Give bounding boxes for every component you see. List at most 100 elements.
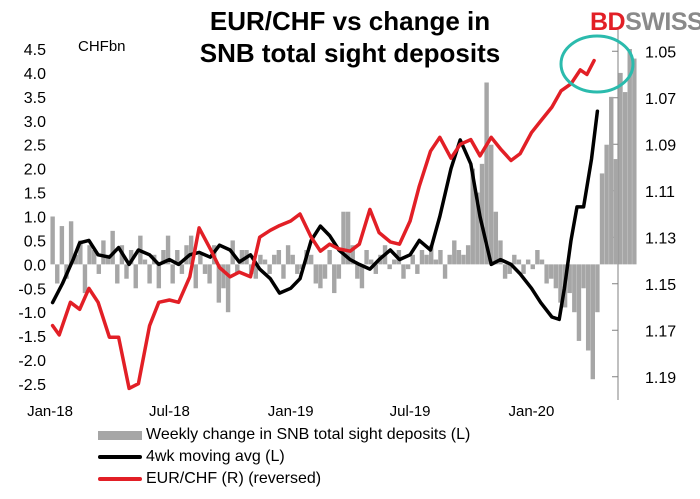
deposit-bar: [207, 264, 212, 284]
deposit-bar: [327, 250, 332, 265]
deposit-bar: [78, 240, 83, 265]
left-tick-label: -1.0: [18, 305, 46, 322]
x-tick-label: Jul-19: [390, 403, 431, 420]
legend-label-eurchf: EUR/CHF (R) (reversed): [146, 470, 322, 487]
deposit-bar: [179, 264, 185, 274]
deposit-bar: [239, 250, 245, 265]
deposit-bar: [489, 144, 494, 265]
deposit-bar: [235, 264, 240, 274]
legend: Weekly change in SNB total sight deposit…: [98, 424, 470, 490]
deposit-bar: [475, 192, 480, 265]
deposit-bar: [572, 264, 577, 313]
eurchf-line: [50, 58, 596, 391]
deposit-bar: [576, 264, 582, 341]
right-tick-label: 1.13: [645, 230, 676, 247]
deposit-bar: [373, 264, 379, 274]
deposit-bar: [415, 264, 420, 274]
deposit-bar: [456, 250, 462, 265]
legend-item-moving-avg: 4wk moving avg (L): [98, 446, 470, 468]
deposit-bar: [188, 235, 194, 265]
legend-swatch-eurchf: [98, 477, 142, 481]
deposit-bar: [50, 216, 55, 265]
deposit-bar: [216, 264, 222, 303]
deposit-bar: [539, 259, 545, 265]
logo-part-bd: BD: [590, 8, 626, 36]
deposit-bars: [50, 49, 637, 380]
deposit-bar: [479, 163, 485, 265]
right-tick-label: 1.09: [645, 137, 676, 154]
deposit-bar: [105, 254, 111, 265]
legend-swatch-moving-avg: [98, 455, 142, 459]
deposit-bar: [225, 264, 231, 313]
deposit-bar: [613, 159, 619, 265]
deposit-bar: [429, 245, 434, 265]
deposit-bar: [170, 264, 175, 284]
left-tick-label: -2.5: [18, 377, 46, 394]
deposit-bar: [322, 264, 328, 279]
deposit-bar: [91, 250, 97, 265]
deposit-bar: [295, 264, 300, 274]
legend-item-bars: Weekly change in SNB total sight deposit…: [98, 424, 470, 446]
right-tick-label: 1.19: [645, 370, 676, 387]
deposit-bar: [521, 264, 526, 274]
deposit-bar: [59, 226, 65, 265]
deposit-bar: [308, 254, 314, 265]
deposit-bar: [318, 264, 323, 289]
right-tick-label: 1.15: [645, 277, 676, 294]
deposit-bar: [493, 211, 499, 265]
deposit-bar: [82, 264, 88, 294]
deposit-bar: [507, 264, 512, 274]
deposit-bar: [410, 254, 415, 265]
deposit-bar: [590, 264, 595, 380]
deposit-bar: [442, 264, 448, 279]
left-tick-label: 4.5: [24, 42, 46, 59]
deposit-bar: [87, 245, 92, 265]
deposit-bar: [285, 245, 291, 265]
deposit-bar: [110, 230, 115, 265]
deposit-bar: [525, 259, 531, 265]
deposit-bar: [156, 264, 162, 289]
deposit-bar: [609, 96, 614, 265]
deposit-bar: [368, 259, 374, 265]
deposit-bar: [221, 264, 226, 289]
legend-label-bars: Weekly change in SNB total sight deposit…: [146, 426, 471, 443]
deposit-bar: [350, 245, 355, 265]
left-tick-label: -1.5: [18, 329, 46, 346]
deposit-bar: [604, 144, 609, 265]
deposit-bar: [567, 264, 572, 294]
deposit-bar: [253, 264, 258, 279]
chart-title-line2: SNB total sight deposits: [199, 38, 501, 68]
deposit-bar: [627, 49, 632, 265]
chart-title-line1: EUR/CHF vs change in: [209, 6, 491, 36]
deposit-bar: [544, 264, 549, 284]
deposit-bar: [198, 254, 203, 265]
left-tick-label: -2.0: [18, 353, 46, 370]
deposit-bar: [387, 264, 392, 270]
left-tick-label: 0.5: [24, 233, 46, 250]
x-axis-ticks: Jan-18 Jul-18 Jan-19 Jul-19 Jan-20: [27, 403, 554, 420]
x-tick-label: Jan-20: [509, 403, 555, 420]
deposit-bar: [142, 259, 148, 265]
deposit-bar: [267, 264, 272, 274]
left-tick-label: 1.5: [24, 186, 46, 203]
x-tick-label: Jan-18: [27, 403, 73, 420]
deposit-bar: [470, 168, 475, 265]
deposit-bar: [336, 264, 342, 279]
deposit-bar: [405, 264, 411, 270]
deposit-bar: [184, 245, 189, 265]
deposit-bar: [68, 221, 74, 265]
deposit-bar: [272, 254, 277, 265]
left-tick-label: 0.0: [24, 257, 46, 274]
deposit-bar: [585, 264, 591, 351]
deposit-bar: [595, 264, 600, 313]
deposit-bar: [452, 240, 457, 265]
deposit-bar: [290, 254, 295, 265]
deposit-bar: [124, 264, 129, 279]
deposit-bar: [332, 264, 337, 294]
deposit-bar: [161, 250, 166, 265]
deposit-bar: [424, 254, 429, 265]
deposit-bar: [512, 254, 517, 265]
deposit-bar: [392, 259, 397, 265]
left-tick-label: 1.0: [24, 210, 46, 227]
deposit-bar: [465, 245, 471, 265]
